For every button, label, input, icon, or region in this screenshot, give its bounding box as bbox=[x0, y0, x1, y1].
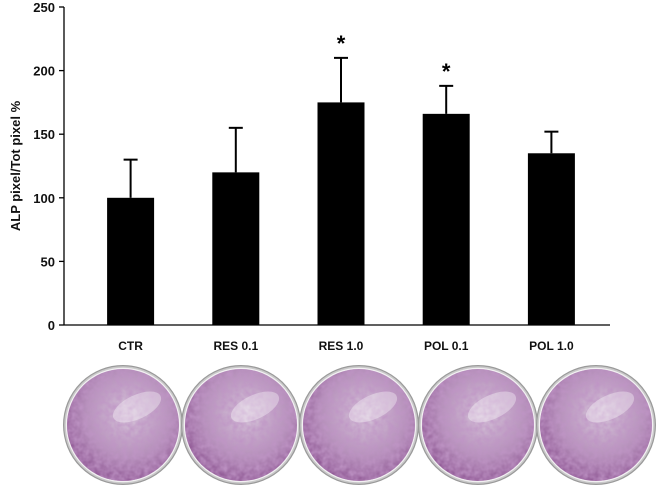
bar-pol-0-1 bbox=[422, 113, 470, 326]
x-tick-label: POL 1.0 bbox=[529, 339, 574, 353]
culture-well-image bbox=[63, 365, 183, 485]
chart-bars bbox=[107, 102, 575, 326]
x-tick-label: POL 0.1 bbox=[424, 339, 469, 353]
culture-well-image bbox=[299, 365, 419, 485]
y-tick-label: 250 bbox=[33, 0, 55, 15]
significance-marker: * bbox=[442, 59, 451, 84]
y-tick-label: 150 bbox=[33, 127, 55, 142]
chart-error-bars bbox=[123, 56, 559, 198]
bar-ctr bbox=[107, 197, 155, 325]
y-tick-label: 100 bbox=[33, 191, 55, 206]
y-tick-label: 0 bbox=[48, 318, 55, 333]
bar-chart: 0 50 100 150 200 250 ALP pixel/Tot pixel % CTR R… bbox=[8, 0, 610, 353]
y-axis-label: ALP pixel/Tot pixel % bbox=[8, 100, 23, 231]
significance-marker: * bbox=[337, 31, 346, 56]
culture-well-image bbox=[181, 365, 301, 485]
chart-labels: 0 50 100 150 200 250 ALP pixel/Tot pixel % CTR R… bbox=[8, 0, 574, 353]
bar-res-0-1 bbox=[212, 172, 260, 325]
culture-well-image bbox=[536, 365, 656, 485]
x-tick-label: RES 0.1 bbox=[213, 339, 258, 353]
bar-res-1-0 bbox=[317, 102, 365, 326]
bar-pol-1-0 bbox=[527, 153, 575, 325]
y-tick-label: 200 bbox=[33, 64, 55, 79]
culture-well-image bbox=[418, 365, 538, 485]
x-tick-label: RES 1.0 bbox=[319, 339, 364, 353]
well-images bbox=[63, 365, 656, 485]
x-tick-label: CTR bbox=[118, 339, 143, 353]
y-tick-label: 50 bbox=[41, 254, 55, 269]
